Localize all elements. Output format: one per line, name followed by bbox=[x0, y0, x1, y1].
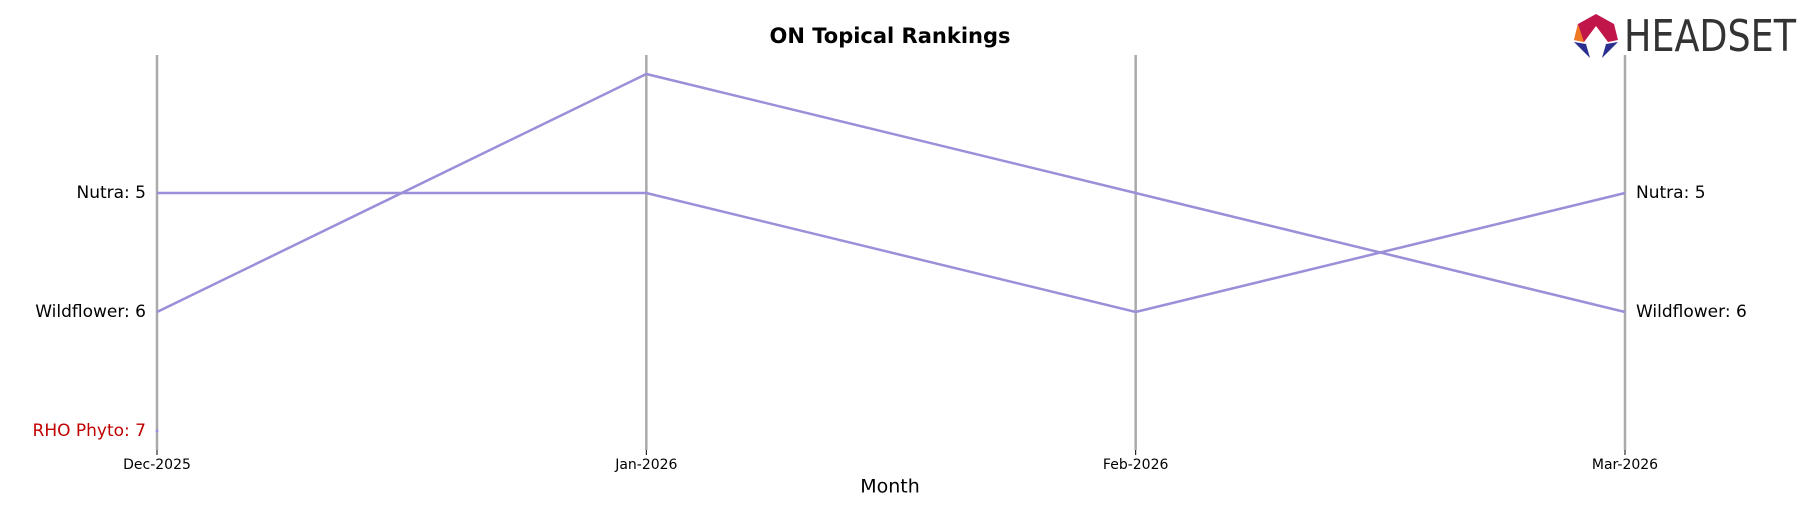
logo: HEADSET bbox=[1574, 11, 1797, 62]
logo-icon bbox=[1574, 24, 1584, 42]
x-axis-label: Month bbox=[860, 476, 920, 498]
series-line bbox=[157, 191, 1626, 314]
value-label: Nutra: 5 bbox=[1636, 183, 1706, 203]
x-tick-label: Jan-2026 bbox=[614, 457, 677, 473]
logo-icon bbox=[1574, 42, 1590, 58]
chart-title: ON Topical Rankings bbox=[770, 24, 1011, 48]
x-tick-label: Mar-2026 bbox=[1592, 457, 1658, 473]
value-label: Wildflower: 6 bbox=[35, 302, 146, 322]
value-label: Wildflower: 6 bbox=[1636, 302, 1747, 322]
x-tick-label: Dec-2025 bbox=[123, 457, 191, 473]
logo-icon bbox=[1602, 42, 1618, 58]
x-tick-label: Feb-2026 bbox=[1103, 457, 1169, 473]
value-label: RHO Phyto: 7 bbox=[33, 421, 146, 441]
logo-icon bbox=[1574, 14, 1618, 42]
series-line bbox=[156, 72, 1626, 314]
value-label: Nutra: 5 bbox=[76, 183, 146, 203]
series-point bbox=[155, 429, 159, 433]
logo-text: HEADSET bbox=[1624, 11, 1797, 62]
